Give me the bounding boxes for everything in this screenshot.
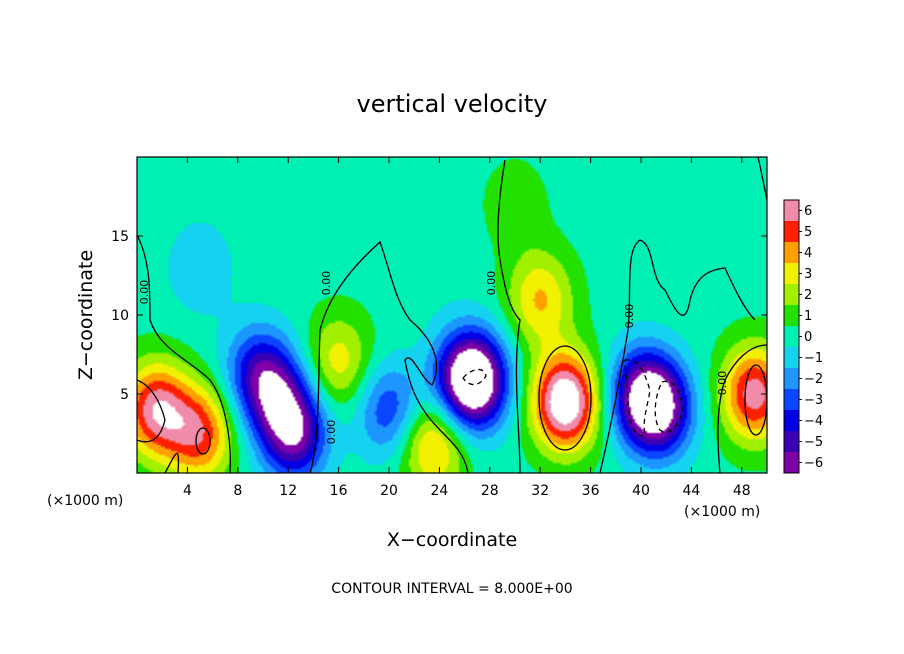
colorbar-swatch — [784, 326, 799, 348]
colorbar-tick-label: 3 — [804, 267, 812, 282]
x-tick-label: 28 — [481, 483, 499, 499]
x-unit-left: (×1000 m) — [47, 493, 123, 509]
colorbar-tick-label: 5 — [804, 225, 812, 240]
x-tick-label: 48 — [733, 483, 751, 499]
plot-area: 0.00 0.00 0.00 0.00 0.00 0.00 — [136, 156, 768, 474]
contour-line — [462, 368, 487, 386]
x-axis-label: X−coordinate — [387, 529, 517, 551]
contour-label: 0.00 — [320, 271, 333, 296]
colorbar-swatch — [784, 368, 799, 390]
contour-label: 0.00 — [325, 420, 338, 445]
colorbar-tick-label: 1 — [804, 309, 812, 324]
colorbar-tick-label: −1 — [804, 351, 823, 366]
y-axis: 5 10 15 — [111, 229, 767, 403]
contour-line — [624, 359, 651, 437]
y-tick-label: 10 — [111, 308, 129, 324]
colorbar-swatch — [784, 452, 799, 474]
colorbar-swatch — [784, 431, 799, 453]
zero-contours — [137, 157, 767, 473]
chart-title: vertical velocity — [357, 90, 548, 118]
colorbar-swatch — [784, 200, 799, 222]
colorbar-tick-label: 4 — [804, 246, 812, 261]
x-tick-label: 32 — [531, 483, 549, 499]
contour-labels: 0.00 0.00 0.00 0.00 0.00 0.00 — [138, 271, 729, 445]
contour-line — [538, 345, 592, 451]
colorbar: 6 5 4 3 2 1 0 −1 −2 −3 −4 −5 −6 — [783, 199, 823, 474]
contour-label: 0.00 — [623, 304, 636, 329]
x-tick-label: 24 — [430, 483, 448, 499]
contour-line — [137, 379, 166, 443]
colorbar-tick-label: 6 — [804, 204, 812, 219]
x-tick-label: 4 — [183, 483, 192, 499]
contour-line — [717, 344, 767, 473]
colorbar-swatch — [784, 305, 799, 327]
contour-line — [195, 427, 211, 455]
y-axis-label: Z−coordinate — [75, 250, 97, 380]
velocity-field — [137, 157, 767, 473]
colorbar-tick-label: 2 — [804, 288, 812, 303]
x-tick-label: 8 — [233, 483, 242, 499]
contour-label: 0.00 — [138, 280, 151, 305]
y-tick-label: 15 — [111, 229, 129, 245]
y-tick-label: 5 — [120, 387, 129, 403]
x-unit-right: (×1000 m) — [684, 504, 760, 520]
contour-line — [137, 234, 231, 473]
colorbar-tick-label: −6 — [804, 456, 823, 471]
contour-line — [164, 452, 180, 473]
colorbar-tick-label: −4 — [804, 414, 823, 429]
colorbar-swatch — [784, 389, 799, 411]
contour-interval-footer: CONTOUR INTERVAL = 8.000E+00 — [331, 581, 572, 597]
contour-label: 0.00 — [485, 271, 498, 296]
x-tick-label: 40 — [632, 483, 650, 499]
colorbar-swatch — [784, 221, 799, 243]
colorbar-swatch — [784, 242, 799, 264]
colorbar-swatch — [784, 263, 799, 285]
contour-line — [744, 364, 767, 436]
x-tick-label: 20 — [380, 483, 398, 499]
x-tick-label: 16 — [330, 483, 348, 499]
contour-line — [497, 159, 521, 473]
x-tick-label: 36 — [582, 483, 600, 499]
colorbar-tick-label: 0 — [804, 330, 812, 345]
colorbar-swatch — [784, 410, 799, 432]
contour-line — [309, 240, 469, 473]
colorbar-swatch — [784, 284, 799, 306]
x-tick-label: 44 — [682, 483, 700, 499]
x-tick-label: 12 — [279, 483, 297, 499]
colorbar-swatch — [784, 347, 799, 369]
contour-label: 0.00 — [716, 371, 729, 396]
colorbar-tick-label: −2 — [804, 372, 823, 387]
colorbar-tick-label: −3 — [804, 393, 823, 408]
x-axis: 4 8 12 16 20 24 28 32 36 40 44 48 — [183, 157, 751, 499]
contour-line — [654, 380, 683, 433]
contour-line — [599, 239, 756, 473]
colorbar-tick-label: −5 — [804, 435, 823, 450]
